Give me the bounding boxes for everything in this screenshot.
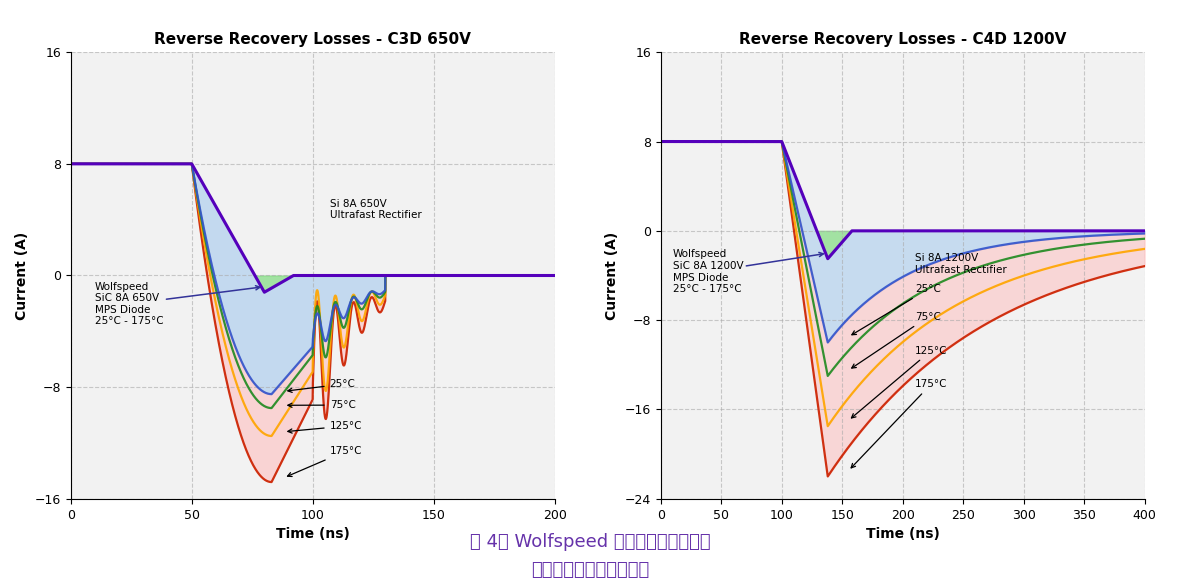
Text: 25°C: 25°C [852, 284, 940, 335]
Text: 75°C: 75°C [288, 400, 355, 410]
Text: 125°C: 125°C [288, 421, 362, 433]
Text: 图 4： Wolfspeed 碳化硅肖特基二极管: 图 4： Wolfspeed 碳化硅肖特基二极管 [470, 533, 710, 552]
X-axis label: Time (ns): Time (ns) [276, 527, 349, 541]
Text: 175°C: 175°C [851, 379, 948, 468]
Text: Si 8A 650V
Ultrafast Rectifier: Si 8A 650V Ultrafast Rectifier [329, 199, 421, 220]
Text: 25°C: 25°C [288, 379, 355, 393]
Text: 125°C: 125°C [852, 346, 948, 418]
Text: 75°C: 75°C [852, 312, 940, 368]
Text: Wolfspeed
SiC 8A 650V
MPS Diode
25°C - 175°C: Wolfspeed SiC 8A 650V MPS Diode 25°C - 1… [94, 281, 260, 327]
X-axis label: Time (ns): Time (ns) [866, 527, 939, 541]
Y-axis label: Current (A): Current (A) [15, 231, 30, 320]
Text: Wolfspeed
SiC 8A 1200V
MPS Diode
25°C - 175°C: Wolfspeed SiC 8A 1200V MPS Diode 25°C - … [673, 249, 824, 294]
Text: 可大幅降低反向恢复损耗: 可大幅降低反向恢复损耗 [531, 560, 649, 579]
Title: Reverse Recovery Losses - C3D 650V: Reverse Recovery Losses - C3D 650V [155, 32, 471, 47]
Title: Reverse Recovery Losses - C4D 1200V: Reverse Recovery Losses - C4D 1200V [739, 32, 1067, 47]
Text: Si 8A 1200V
Ultrafast Rectifier: Si 8A 1200V Ultrafast Rectifier [914, 253, 1007, 275]
Y-axis label: Current (A): Current (A) [605, 231, 620, 320]
Text: 175°C: 175°C [288, 446, 362, 477]
